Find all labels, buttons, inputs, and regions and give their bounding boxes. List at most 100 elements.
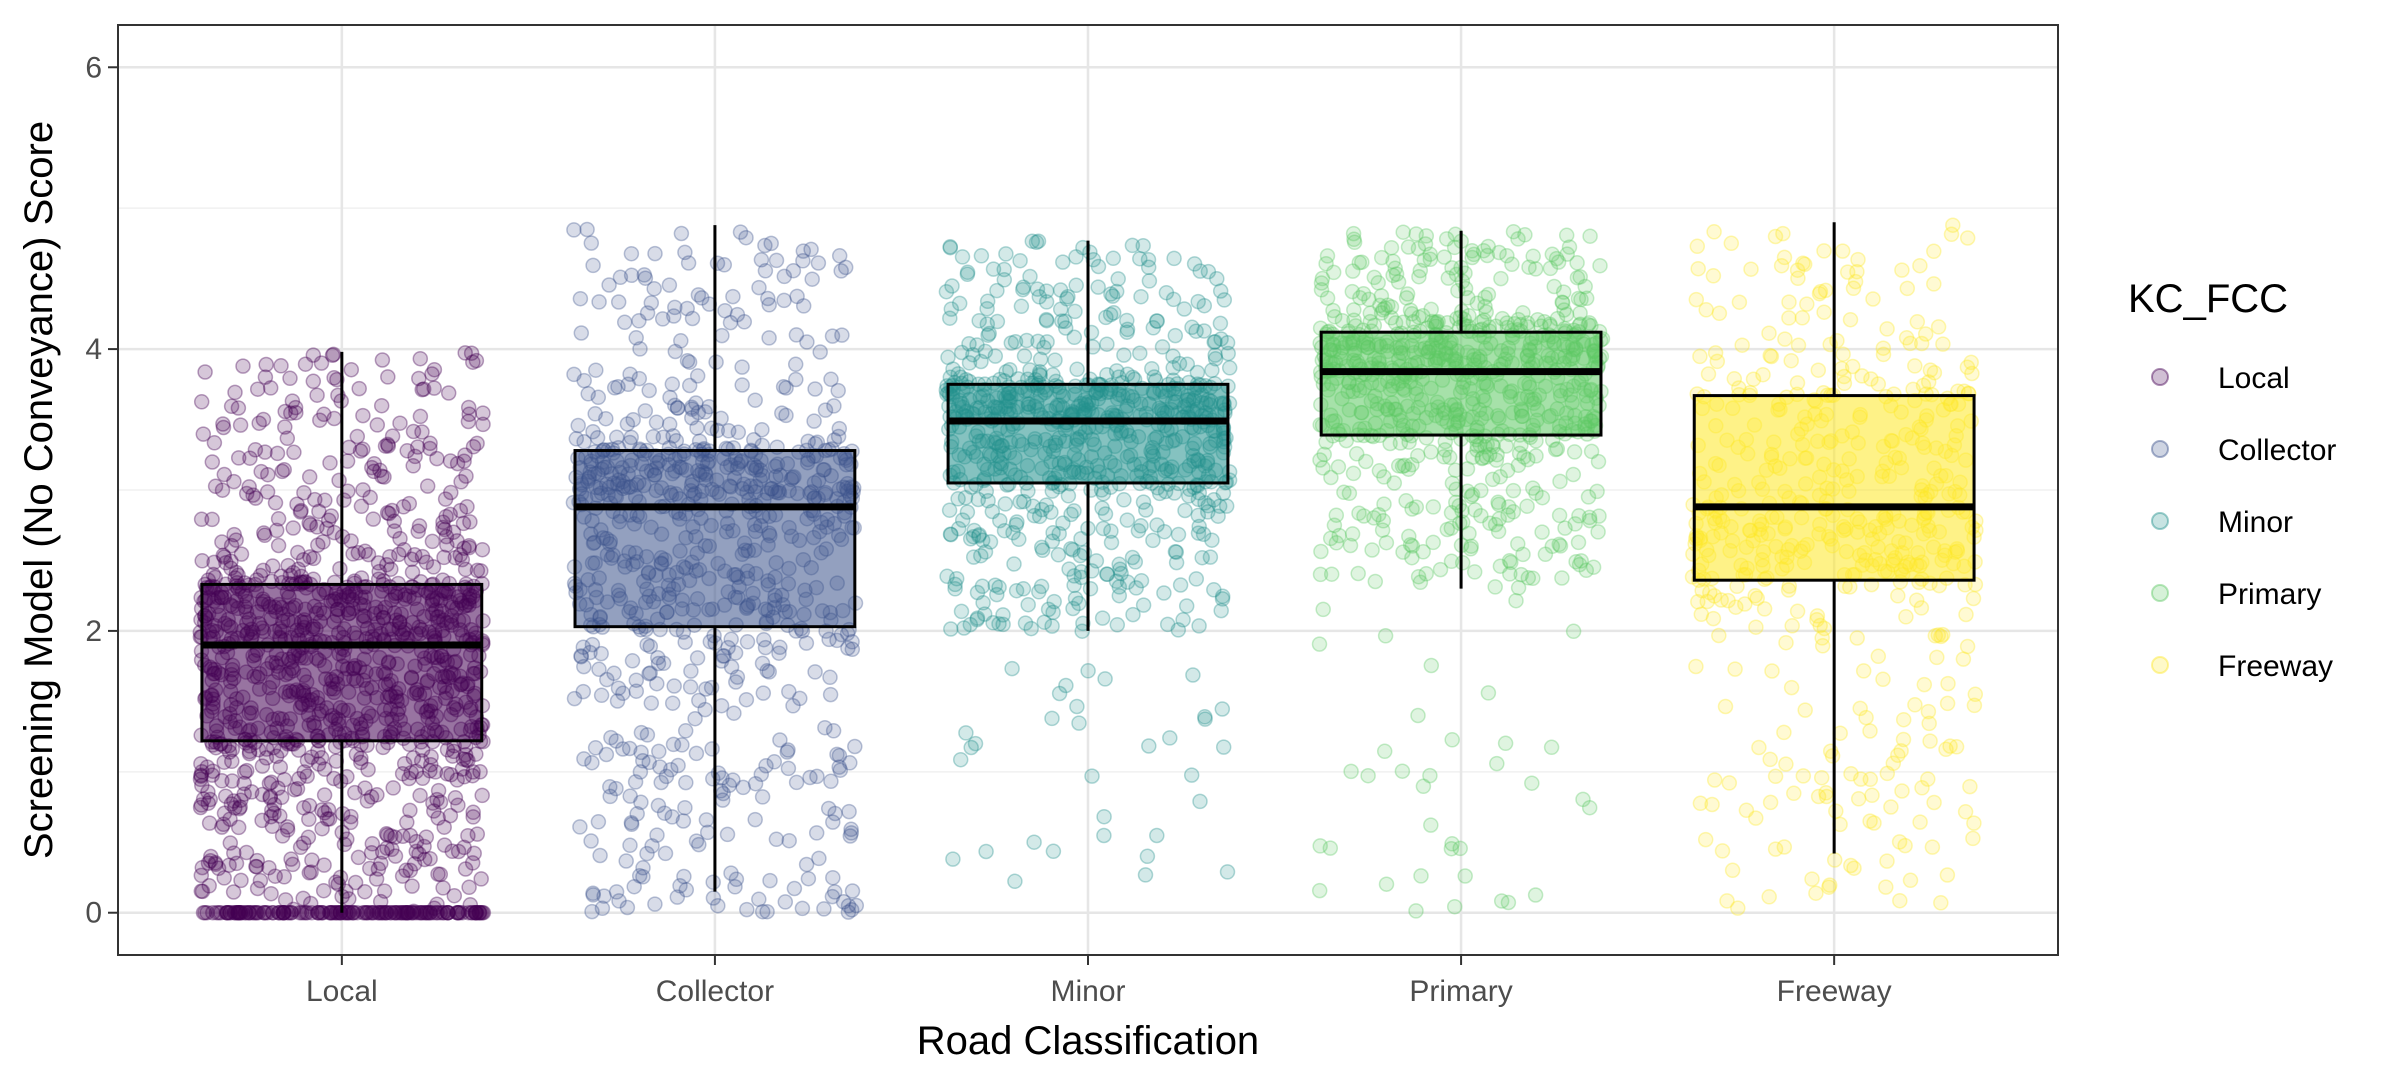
data-point xyxy=(985,261,1002,277)
data-point xyxy=(573,325,590,341)
data-point xyxy=(1378,876,1395,892)
data-point xyxy=(942,239,958,255)
data-point xyxy=(1214,591,1231,607)
data-point xyxy=(665,736,682,753)
data-point xyxy=(725,772,741,788)
data-point xyxy=(1097,506,1114,522)
data-point xyxy=(414,424,430,440)
legend-label: Local xyxy=(2218,362,2290,395)
data-point xyxy=(594,900,611,917)
data-point xyxy=(785,698,801,714)
data-point xyxy=(677,244,693,261)
data-point xyxy=(347,784,363,801)
data-point xyxy=(383,561,399,577)
data-point xyxy=(195,904,212,921)
data-point xyxy=(1028,234,1045,251)
data-point xyxy=(746,432,762,448)
data-point xyxy=(751,891,767,908)
data-point xyxy=(408,904,425,921)
data-point xyxy=(1549,441,1566,457)
data-point xyxy=(404,564,421,580)
data-point xyxy=(310,743,326,759)
data-point xyxy=(381,505,397,522)
data-point xyxy=(830,428,847,445)
data-point xyxy=(1099,566,1115,582)
data-point xyxy=(442,453,459,469)
data-point xyxy=(967,735,984,752)
data-point xyxy=(776,268,793,285)
data-point xyxy=(1315,460,1331,476)
data-point xyxy=(312,412,328,428)
data-point xyxy=(386,904,403,921)
data-point xyxy=(610,294,627,310)
data-point xyxy=(612,269,629,286)
data-point xyxy=(414,770,431,787)
data-point xyxy=(1071,715,1087,731)
data-point xyxy=(601,277,617,293)
y-tick-label: 0 xyxy=(85,897,102,930)
data-point xyxy=(230,904,247,921)
data-point xyxy=(429,896,445,912)
data-point xyxy=(437,491,454,507)
data-point xyxy=(950,366,966,382)
data-point xyxy=(1466,564,1483,580)
data-point xyxy=(351,380,367,397)
data-point xyxy=(826,884,843,900)
data-point xyxy=(1808,885,1824,901)
data-point xyxy=(1189,364,1206,381)
data-point xyxy=(1446,898,1463,915)
data-point xyxy=(1542,260,1559,277)
data-point xyxy=(842,755,858,771)
data-point xyxy=(1727,661,1743,677)
data-point xyxy=(350,849,367,866)
data-point xyxy=(1172,577,1189,593)
data-point xyxy=(1573,553,1589,569)
data-point xyxy=(1220,345,1236,362)
data-point xyxy=(591,661,607,678)
data-point xyxy=(678,882,695,898)
data-point xyxy=(1551,507,1568,524)
data-point xyxy=(1057,313,1073,330)
data-point xyxy=(1570,290,1587,307)
data-point xyxy=(449,533,465,549)
data-point xyxy=(277,892,294,908)
data-point xyxy=(1423,657,1440,674)
data-point xyxy=(192,799,209,816)
data-point xyxy=(1328,535,1345,551)
data-point xyxy=(365,511,382,527)
data-point xyxy=(959,264,976,281)
data-point xyxy=(457,561,474,578)
data-point xyxy=(1149,827,1165,844)
data-point xyxy=(1485,438,1502,455)
data-point xyxy=(226,793,242,809)
data-point xyxy=(454,904,471,921)
data-point xyxy=(1818,788,1835,805)
data-point xyxy=(261,859,277,876)
data-point xyxy=(462,897,479,913)
data-point xyxy=(1762,751,1778,768)
data-point xyxy=(270,511,287,527)
data-point xyxy=(827,805,843,822)
data-point xyxy=(1032,367,1048,384)
data-point xyxy=(973,547,989,564)
data-point xyxy=(449,455,466,472)
data-point xyxy=(720,639,736,656)
data-point xyxy=(590,389,607,406)
data-point xyxy=(655,655,672,672)
data-point xyxy=(299,904,316,921)
data-point xyxy=(1410,240,1427,257)
data-point xyxy=(1959,638,1976,655)
data-point xyxy=(194,859,211,876)
data-point xyxy=(1688,658,1704,675)
data-point xyxy=(419,904,436,921)
data-point xyxy=(1190,525,1207,541)
data-point xyxy=(1423,301,1439,318)
data-point xyxy=(1723,235,1740,252)
data-point xyxy=(429,904,446,921)
data-point xyxy=(1812,617,1828,634)
data-point xyxy=(357,780,373,796)
data-point xyxy=(474,904,491,921)
data-point xyxy=(584,754,600,771)
data-point xyxy=(1336,484,1352,501)
